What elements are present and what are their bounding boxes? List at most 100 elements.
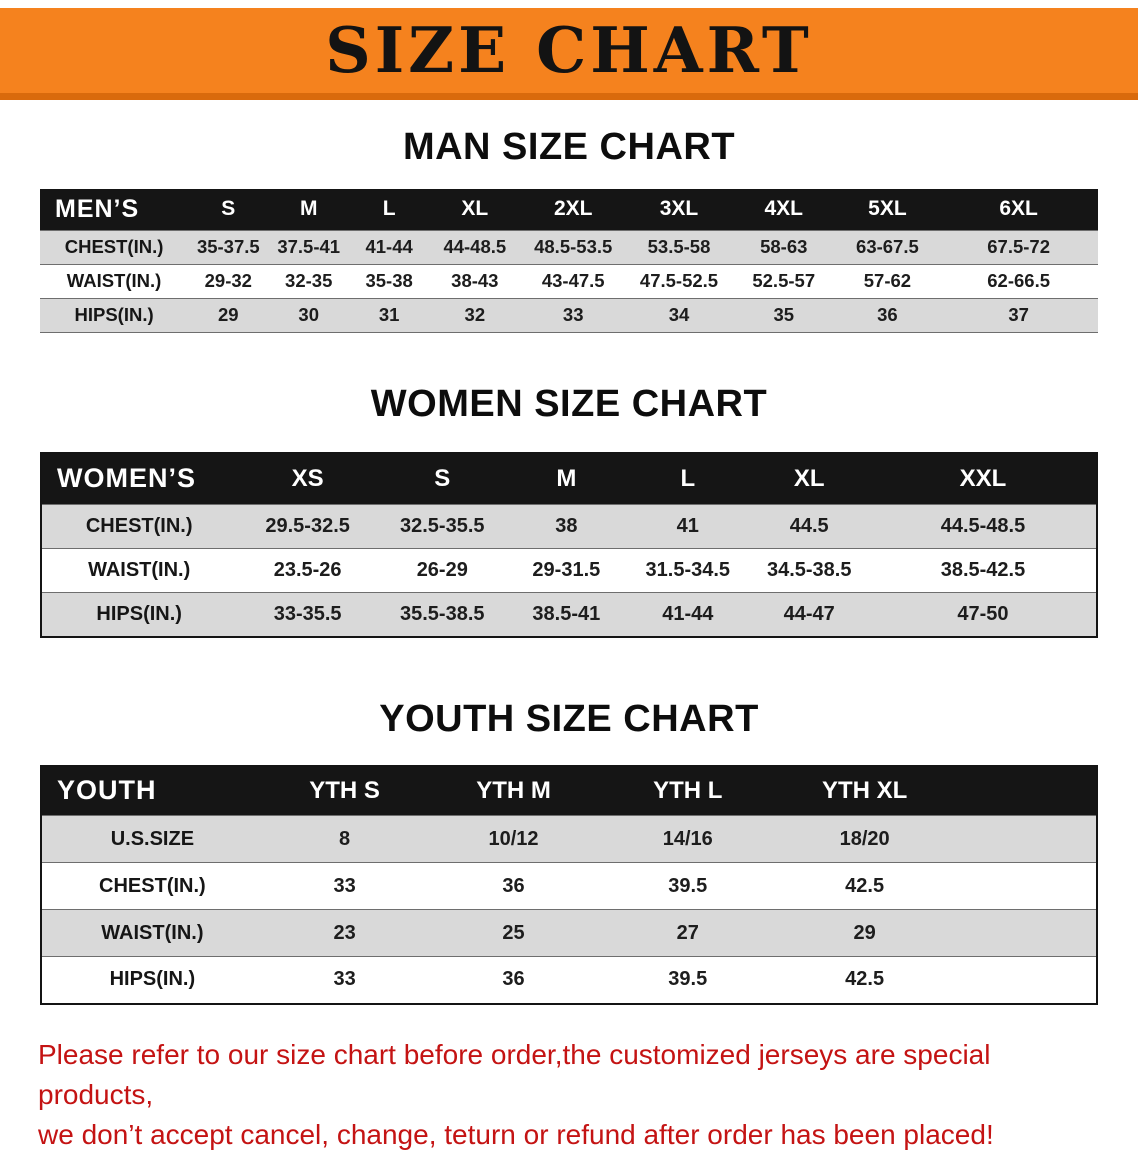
size-value-cell: 33 [333, 874, 356, 897]
size-value-cell: 33 [333, 968, 356, 991]
measurement-row: U.S.SIZE 8 10/12 14/16 18/20 [41, 815, 1097, 863]
size-header-cell: YTH M [476, 776, 551, 804]
size-value-cell: 58-63 [760, 236, 808, 257]
size-value-cell: 63-67.5 [856, 236, 919, 257]
size-value-cell: 34.5-38.5 [766, 559, 852, 581]
size-header-cell: 2XL [553, 197, 593, 221]
size-value-cell: 38.5-42.5 [940, 559, 1026, 581]
size-header-cell: 6XL [999, 197, 1038, 221]
size-value-cell: 43-47.5 [541, 270, 605, 291]
size-value-cell: 39.5 [668, 968, 708, 991]
size-value-cell: 10/12 [488, 827, 539, 850]
measurement-row: HIPS(IN.) 29 30 31 32 33 34 35 36 37 [40, 298, 1098, 332]
size-value-cell: 48.5-53.5 [534, 236, 613, 257]
size-header-cell: L [680, 464, 696, 492]
row-label: U.S.SIZE [110, 827, 195, 850]
size-value-cell: 35-38 [365, 270, 413, 291]
youth-section: YOUTH SIZE CHART YOUTH YTH S YTH M YTH L YTH… [0, 698, 1138, 1005]
size-header-cell: S [221, 197, 236, 221]
size-header-cell: S [434, 464, 451, 492]
header-row: WOMEN’S XS S M L XL XXL [41, 452, 1097, 505]
measurement-row: CHEST(IN.) 35-37.5 37.5-41 41-44 44-48.5 48.5… [40, 230, 1098, 264]
row-label: HIPS(IN.) [96, 602, 182, 625]
measurement-row: CHEST(IN.) 29.5-32.5 32.5-35.5 38 41 44.5 44.5… [41, 504, 1097, 549]
size-value-cell: 35-37.5 [196, 236, 260, 257]
men-size-table: MEN’S S M L XL 2XL 3XL 4XL 5XL 6XL CHEST(IN.) 35-37… [40, 189, 1098, 333]
size-header-cell: 4XL [764, 197, 803, 221]
size-value-cell: 41-44 [365, 236, 413, 257]
row-label: CHEST(IN.) [85, 515, 193, 537]
row-label: WAIST(IN.) [101, 921, 204, 944]
size-value-cell: 25 [502, 921, 525, 944]
row-label: HIPS(IN.) [74, 304, 154, 325]
size-chart-page: SIZE CHART MAN SIZE CHART MEN’S S M L XL 2XL 3… [0, 8, 1138, 1155]
size-header-cell: YTH XL [821, 776, 908, 804]
size-header-cell: XS [291, 464, 324, 492]
header-row: YOUTH YTH S YTH M YTH L YTH XL [41, 765, 1097, 816]
size-value-cell: 33 [562, 304, 584, 325]
size-value-cell: 36 [502, 874, 525, 897]
size-value-cell: 32.5-35.5 [400, 515, 485, 537]
size-value-cell: 37.5-41 [277, 236, 341, 257]
size-value-cell: 35.5-38.5 [400, 602, 485, 625]
size-value-cell: 29-32 [204, 270, 252, 291]
row-label: WAIST(IN.) [88, 559, 191, 581]
row-filler-cell [954, 910, 1097, 957]
row-label: HIPS(IN.) [109, 968, 196, 991]
size-value-cell: 23.5-26 [273, 559, 342, 581]
size-value-cell: 37 [1008, 304, 1029, 325]
size-value-cell: 32 [464, 304, 486, 325]
size-header-cell: XL [793, 464, 825, 492]
size-value-cell: 38 [555, 515, 578, 537]
size-value-cell: 52.5-57 [752, 270, 816, 291]
size-header-cell: 3XL [659, 197, 699, 221]
table-title-cell: MEN’S [55, 194, 140, 223]
size-header-cell: YTH S [309, 776, 380, 804]
size-value-cell: 41-44 [662, 602, 714, 625]
size-value-cell: 26-29 [416, 559, 468, 581]
size-value-cell: 38-43 [451, 270, 499, 291]
size-value-cell: 34 [668, 304, 690, 325]
size-value-cell: 27 [676, 921, 699, 944]
size-value-cell: 33-35.5 [273, 602, 342, 625]
size-value-cell: 44-48.5 [443, 236, 507, 257]
size-value-cell: 67.5-72 [987, 236, 1050, 257]
size-header-cell: XXL [959, 464, 1007, 492]
size-value-cell: 44.5-48.5 [940, 515, 1026, 537]
row-label: CHEST(IN.) [64, 236, 164, 257]
table-title-cell: WOMEN’S [57, 463, 196, 494]
measurement-row: WAIST(IN.) 23 25 27 29 [41, 909, 1097, 957]
size-value-cell: 31.5-34.5 [645, 559, 731, 581]
row-label: WAIST(IN.) [66, 270, 162, 291]
size-value-cell: 23 [333, 921, 356, 944]
size-value-cell: 62-66.5 [987, 270, 1050, 291]
row-label: CHEST(IN.) [99, 874, 206, 897]
size-value-cell: 31 [378, 304, 400, 325]
table-title-cell: YOUTH [57, 775, 157, 806]
men-section-heading: MAN SIZE CHART [402, 126, 736, 168]
size-value-cell: 53.5-58 [647, 236, 711, 257]
size-value-cell: 47.5-52.5 [639, 270, 719, 291]
size-value-cell: 44.5 [789, 515, 829, 537]
size-header-cell: M [556, 464, 577, 492]
size-value-cell: 30 [298, 304, 319, 325]
row-filler-cell [954, 863, 1097, 910]
size-value-cell: 36 [502, 968, 525, 991]
size-value-cell: 18/20 [839, 827, 890, 850]
size-value-cell: 8 [339, 827, 351, 850]
size-value-cell: 14/16 [662, 827, 713, 850]
size-value-cell: 38.5-41 [532, 602, 601, 625]
women-size-table: WOMEN’S XS S M L XL XXL CHEST(IN.) 29.5-32.5 32.5… [40, 451, 1098, 638]
size-value-cell: 29 [853, 921, 876, 944]
size-value-cell: 42.5 [845, 874, 885, 897]
size-header-cell: M [299, 197, 318, 221]
size-header-cell: XL [461, 197, 489, 221]
row-filler-cell [954, 816, 1097, 863]
women-section-heading: WOMEN SIZE CHART [370, 382, 768, 425]
disclaimer-line2: we don’t accept cancel, change, teturn o… [38, 1118, 994, 1150]
size-value-cell: 44-47 [783, 602, 835, 625]
banner-title: SIZE CHART [325, 13, 813, 87]
measurement-row: HIPS(IN.) 33 36 39.5 42.5 [41, 956, 1097, 1004]
disclaimer-line1: Please refer to our size chart before or… [38, 1038, 991, 1110]
header-filler-cell [954, 766, 1097, 816]
